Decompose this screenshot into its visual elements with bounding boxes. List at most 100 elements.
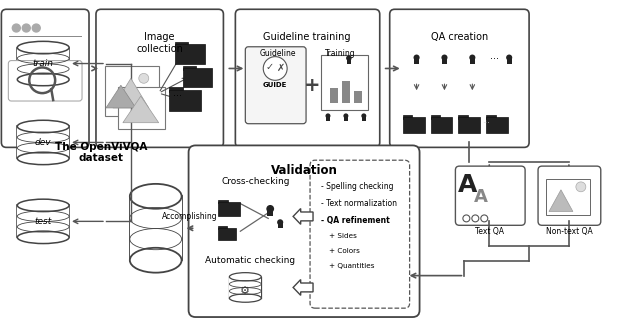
Text: +: + [304, 76, 320, 95]
Text: + Quantities: + Quantities [329, 263, 374, 269]
FancyBboxPatch shape [546, 179, 590, 215]
Polygon shape [293, 209, 313, 224]
Text: Image
collection: Image collection [136, 32, 183, 53]
Polygon shape [549, 190, 573, 211]
Text: test: test [35, 217, 52, 226]
FancyBboxPatch shape [105, 66, 159, 116]
FancyBboxPatch shape [470, 58, 475, 64]
Circle shape [326, 114, 330, 118]
FancyBboxPatch shape [8, 60, 82, 101]
Bar [229, 277, 261, 298]
Ellipse shape [130, 248, 182, 273]
Bar [169, 90, 200, 111]
FancyBboxPatch shape [362, 116, 366, 121]
Ellipse shape [17, 41, 69, 54]
Text: - Spelling checking: - Spelling checking [321, 182, 394, 191]
Bar [403, 117, 424, 133]
Ellipse shape [17, 231, 69, 244]
Bar [182, 66, 196, 70]
FancyBboxPatch shape [414, 58, 419, 64]
Text: Text QA: Text QA [475, 227, 504, 236]
FancyBboxPatch shape [507, 58, 511, 64]
Polygon shape [293, 280, 313, 295]
Text: ⚙: ⚙ [241, 287, 250, 296]
Ellipse shape [17, 120, 69, 133]
Bar [342, 81, 350, 103]
FancyBboxPatch shape [442, 58, 447, 64]
Ellipse shape [17, 152, 69, 165]
Circle shape [266, 205, 274, 213]
Bar [218, 202, 241, 217]
FancyBboxPatch shape [267, 210, 273, 217]
Bar [130, 196, 182, 260]
Text: Non-text QA: Non-text QA [545, 227, 592, 236]
Circle shape [22, 24, 30, 32]
Text: Validation: Validation [271, 164, 337, 177]
FancyBboxPatch shape [456, 166, 525, 225]
Bar [175, 42, 188, 47]
Bar [218, 226, 227, 229]
Bar [458, 117, 480, 133]
Circle shape [263, 57, 287, 80]
Circle shape [442, 54, 447, 61]
Bar [169, 87, 183, 93]
Bar [431, 117, 452, 133]
Text: ✗: ✗ [277, 62, 285, 73]
Text: train: train [33, 59, 54, 68]
FancyBboxPatch shape [118, 87, 164, 129]
Text: - QA refinement: - QA refinement [321, 216, 390, 225]
Bar [486, 117, 508, 133]
FancyBboxPatch shape [236, 9, 380, 147]
FancyBboxPatch shape [321, 55, 368, 110]
Bar [458, 115, 468, 119]
Polygon shape [106, 85, 136, 108]
FancyBboxPatch shape [1, 9, 89, 147]
Bar [403, 115, 413, 119]
FancyBboxPatch shape [347, 59, 351, 64]
Text: - Text normalization: - Text normalization [321, 199, 397, 208]
Text: A: A [474, 188, 488, 206]
Text: Training: Training [324, 49, 355, 58]
FancyBboxPatch shape [189, 145, 420, 317]
Circle shape [277, 219, 284, 225]
Ellipse shape [17, 73, 69, 86]
Text: GUIDE: GUIDE [263, 82, 287, 88]
Text: ...: ... [483, 116, 490, 125]
Bar [218, 228, 236, 240]
Text: ✓: ✓ [265, 62, 273, 73]
Circle shape [346, 55, 351, 61]
Ellipse shape [229, 294, 261, 302]
Ellipse shape [229, 273, 261, 281]
Circle shape [413, 54, 420, 61]
Polygon shape [123, 96, 159, 123]
FancyBboxPatch shape [390, 9, 529, 147]
Circle shape [469, 54, 476, 61]
Polygon shape [113, 78, 148, 108]
Bar [486, 115, 496, 119]
Text: Guideline: Guideline [260, 49, 296, 58]
FancyBboxPatch shape [96, 9, 223, 147]
FancyBboxPatch shape [310, 160, 410, 308]
Text: Automatic checking: Automatic checking [205, 256, 296, 265]
Text: QA creation: QA creation [431, 32, 488, 42]
Text: A: A [458, 173, 477, 197]
Text: + Sides: + Sides [329, 233, 357, 239]
FancyBboxPatch shape [344, 116, 348, 121]
FancyBboxPatch shape [278, 223, 283, 228]
Circle shape [139, 73, 148, 83]
Text: The OpenViVQA
dataset: The OpenViVQA dataset [55, 142, 147, 163]
Text: Cross-checking: Cross-checking [221, 177, 289, 186]
Ellipse shape [17, 199, 69, 211]
Text: Accomplishing: Accomplishing [162, 212, 218, 221]
Bar [354, 91, 362, 103]
Circle shape [576, 182, 586, 192]
Circle shape [12, 24, 20, 32]
Bar [17, 48, 69, 80]
Circle shape [362, 114, 366, 118]
Bar [218, 200, 228, 203]
Bar [431, 115, 440, 119]
FancyBboxPatch shape [326, 116, 330, 121]
Bar [17, 205, 69, 237]
Bar [17, 127, 69, 158]
Text: ...: ... [173, 88, 182, 98]
